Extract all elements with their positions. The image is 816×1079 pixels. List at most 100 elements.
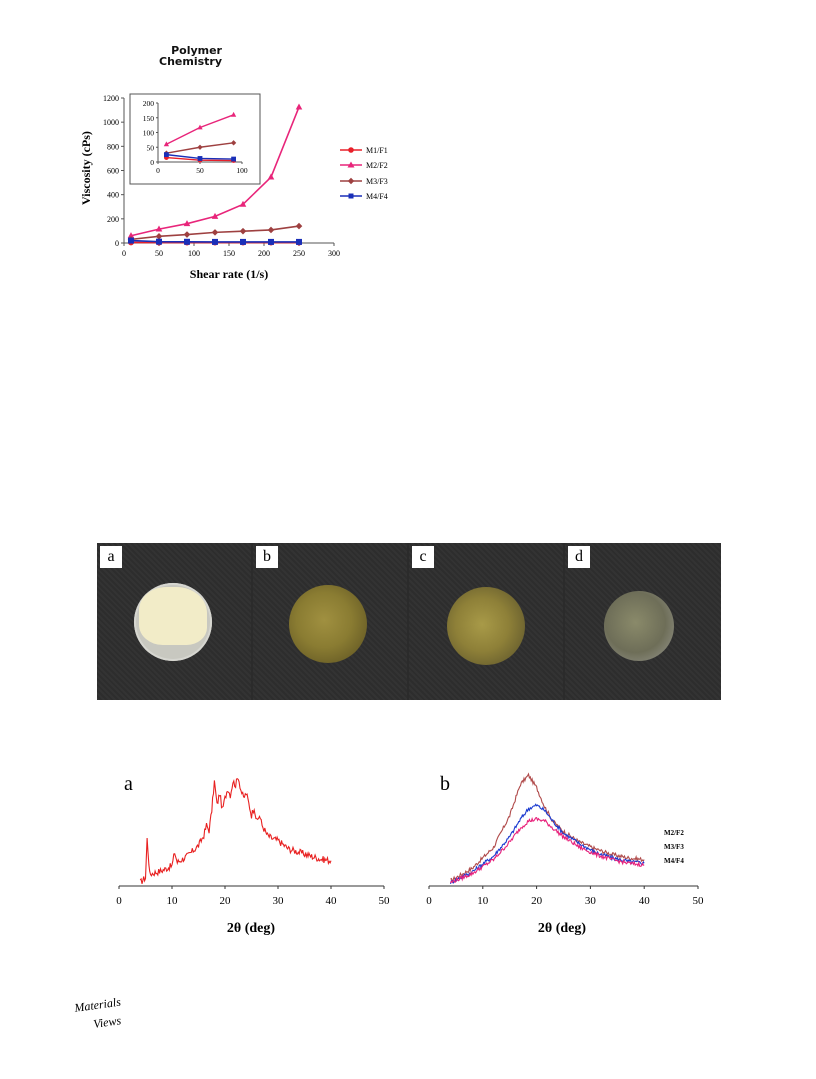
inset-data-point-m4f4 (231, 156, 236, 162)
xrd-a-pattern (139, 778, 332, 884)
journal-title-line1: Polymer (171, 44, 222, 57)
xrd-b-x-tick-label: 50 (693, 895, 705, 907)
y-tick-label: 200 (107, 215, 119, 224)
data-point-m4f4 (268, 238, 274, 245)
inset-data-point-m3f3 (197, 144, 203, 150)
data-point-m3f3 (295, 222, 303, 230)
inset-x-tick-label: 50 (196, 166, 204, 175)
photo-panel-a: a (97, 543, 251, 700)
legend-label-m3f3: M3/F3 (366, 177, 388, 186)
viscosity-y-axis-label: Viscosity (cPs) (79, 131, 93, 205)
y-tick-label: 1000 (103, 118, 119, 127)
data-point-m2f2 (127, 232, 135, 239)
data-point-m3f3 (267, 226, 275, 234)
logo-line2: Views (92, 1013, 122, 1031)
journal-title: Polymer Chemistry (158, 45, 222, 67)
inset-y-tick-label: 200 (143, 99, 155, 108)
data-point-m3f3 (183, 231, 191, 238)
x-tick-label: 200 (258, 249, 270, 258)
inset-y-tick-label: 150 (143, 114, 155, 123)
inset-data-point-m2f2 (230, 111, 237, 117)
xrd-b-pattern-m3f3 (449, 803, 645, 885)
data-point-m2f2 (155, 225, 163, 232)
xrd-a-x-tick-label: 50 (379, 895, 391, 907)
data-point-m3f3 (211, 229, 219, 236)
xrd-chart-a: 0 10 20 30 40 50 a 2θ (deg) (116, 773, 391, 936)
xrd-a-x-tick-label: 0 (116, 895, 122, 907)
data-point-m4f4 (128, 237, 134, 244)
x-tick-label: 0 (122, 249, 126, 258)
y-tick-label: 600 (107, 167, 119, 176)
inset-y-tick-label: 100 (143, 129, 155, 138)
inset-data-point-m3f3 (230, 140, 237, 146)
x-tick-label: 50 (155, 249, 163, 258)
xrd-b-series-label-m3f3: M3/F3 (664, 843, 684, 851)
legend-label-m2f2: M2/F2 (366, 161, 388, 170)
y-tick-label: 400 (107, 191, 119, 200)
photo-panel-d: d (565, 543, 721, 700)
inset-y-tick-label: 50 (147, 143, 155, 152)
logo-line1: Materials (74, 998, 122, 1015)
inset-data-point-m4f4 (164, 152, 169, 158)
inset-data-point-m2f2 (197, 124, 203, 130)
xrd-b-x-axis-label: 2θ (deg) (538, 921, 586, 936)
xrd-a-panel-label: a (124, 773, 133, 795)
photo-label-b: b (256, 546, 278, 568)
photo-label-d: d (568, 546, 590, 568)
data-point-m2f2 (211, 212, 219, 219)
data-point-m4f4 (156, 238, 162, 245)
film-disc-a (134, 583, 212, 661)
xrd-a-plot: 0 10 20 30 40 50 (116, 778, 391, 907)
data-point-m3f3 (239, 227, 247, 235)
film-photographs: a b c d (97, 543, 721, 700)
xrd-b-x-tick-label: 20 (531, 895, 543, 907)
data-point-m2f2 (295, 103, 303, 110)
inset-frame (129, 93, 261, 185)
xrd-b-x-tick-label: 30 (585, 895, 597, 907)
inset-y-tick-label: 0 (150, 158, 154, 167)
data-point-m4f4 (240, 238, 246, 245)
xrd-chart-b: 0 10 20 30 40 50 b 2θ (deg) M2/F2 M3/F3 M4/F4 (426, 772, 705, 936)
data-point-m4f4 (184, 238, 190, 245)
viscosity-inset-plot: 0 50 100 150 200 0 50 100 (129, 93, 261, 185)
x-tick-label: 100 (188, 249, 200, 258)
xrd-b-pattern-m2f2 (450, 772, 645, 883)
legend-item-m4f4: M4/F4 (340, 192, 388, 201)
y-tick-label: 1200 (103, 94, 119, 103)
xrd-a-x-axis-label: 2θ (deg) (227, 921, 275, 936)
data-point-m2f2 (183, 220, 191, 227)
legend-item-m2f2: M2/F2 (340, 161, 388, 170)
data-point-m4f4 (296, 238, 302, 245)
xrd-b-x-tick-label: 0 (426, 895, 432, 907)
xrd-a-x-tick-label: 20 (220, 895, 232, 907)
data-point-m2f2 (267, 173, 275, 180)
x-tick-label: 250 (293, 249, 305, 258)
viscosity-x-axis-label: Shear rate (1/s) (190, 267, 268, 281)
inset-x-tick-label: 100 (236, 166, 248, 175)
legend-label-m4f4: M4/F4 (366, 192, 388, 201)
data-point-m2f2 (239, 200, 247, 207)
xrd-a-x-tick-label: 10 (167, 895, 179, 907)
data-point-m4f4 (212, 238, 218, 245)
xrd-b-series-label-m4f4: M4/F4 (664, 857, 684, 865)
inset-data-point-m2f2 (163, 141, 170, 147)
xrd-b-pattern-m4f4 (450, 816, 645, 884)
data-point-m3f3 (155, 233, 163, 240)
x-tick-label: 300 (328, 249, 340, 258)
viscosity-legend: M1/F1 M2/F2 M3/F3 M4/F4 (340, 146, 388, 201)
film-disc-c (447, 587, 525, 665)
inset-x-tick-label: 0 (156, 166, 160, 175)
photo-label-c: c (412, 546, 434, 568)
y-tick-label: 800 (107, 142, 119, 151)
xrd-b-x-tick-label: 40 (639, 895, 651, 907)
film-disc-d (604, 591, 674, 661)
film-disc-b (289, 585, 367, 663)
xrd-b-plot: 0 10 20 30 40 50 (426, 772, 705, 907)
y-tick-label: 0 (115, 239, 119, 248)
journal-title-line2: Chemistry (159, 55, 222, 68)
xrd-b-x-tick-label: 10 (477, 895, 489, 907)
xrd-a-x-tick-label: 40 (326, 895, 338, 907)
photo-panel-b: b (253, 543, 407, 700)
x-tick-label: 150 (223, 249, 235, 258)
